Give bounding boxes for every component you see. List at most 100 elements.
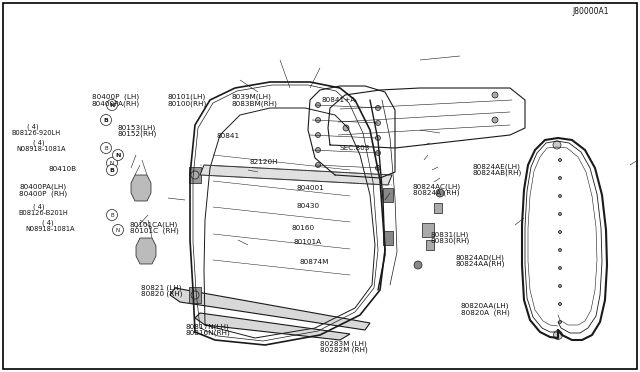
Circle shape [559,158,561,161]
Circle shape [100,142,111,154]
Text: B: B [104,118,108,122]
Text: 80152(RH): 80152(RH) [117,131,156,137]
Circle shape [376,135,381,141]
Circle shape [376,106,381,110]
Text: 80824A (RH): 80824A (RH) [413,189,460,196]
Circle shape [492,117,498,123]
Bar [434,203,442,213]
Circle shape [559,176,561,180]
Text: ( 4): ( 4) [33,203,45,210]
Text: 80816N(RH): 80816N(RH) [186,330,230,336]
Text: 80282M (RH): 80282M (RH) [320,346,368,353]
Text: 80100(RH): 80100(RH) [168,100,207,107]
Text: 80283M (LH): 80283M (LH) [320,340,367,347]
Circle shape [100,115,111,125]
Circle shape [376,121,381,125]
Text: 80830(RH): 80830(RH) [430,238,469,244]
Polygon shape [200,165,392,185]
Text: 80817N(LH): 80817N(LH) [186,323,229,330]
Text: B08126-B201H: B08126-B201H [18,210,68,216]
Circle shape [113,150,124,160]
Circle shape [559,285,561,288]
Text: N: N [109,103,115,108]
Bar [189,167,201,183]
Text: 82120H: 82120H [250,159,278,165]
Text: 80400P  (LH): 80400P (LH) [92,94,139,100]
Circle shape [553,141,561,149]
Text: 80824AC(LH): 80824AC(LH) [413,183,461,190]
Text: SEC.803: SEC.803 [339,145,369,151]
Bar [383,188,393,202]
Polygon shape [170,288,370,330]
Text: N: N [110,160,114,166]
Text: 80410B: 80410B [48,166,76,172]
Text: ( 4): ( 4) [42,219,53,226]
Circle shape [559,248,561,251]
Text: N08918-1081A: N08918-1081A [16,146,65,152]
Text: 80821 (LH): 80821 (LH) [141,284,181,291]
Circle shape [554,330,563,340]
Text: J80000A1: J80000A1 [573,7,609,16]
Text: 80841+A: 80841+A [322,97,356,103]
Text: 8039M(LH): 8039M(LH) [232,94,271,100]
Text: 80400PA(LH): 80400PA(LH) [19,184,67,190]
Circle shape [106,209,118,221]
Text: B: B [110,212,114,218]
Bar [426,240,434,250]
Circle shape [106,99,118,110]
Polygon shape [131,175,151,201]
Circle shape [316,132,321,138]
Circle shape [113,224,124,235]
Text: 80824AE(LH): 80824AE(LH) [472,163,520,170]
Text: N: N [115,153,121,157]
Text: 80824AA(RH): 80824AA(RH) [456,261,505,267]
Bar [383,231,393,245]
Circle shape [376,166,381,170]
Text: 804001: 804001 [297,185,324,191]
Text: 80820A  (RH): 80820A (RH) [461,309,509,316]
Circle shape [191,171,199,179]
Text: 80831(LH): 80831(LH) [430,231,468,238]
Circle shape [559,195,561,198]
Text: 80874M: 80874M [300,259,329,265]
Circle shape [343,125,349,131]
Text: B: B [109,167,115,173]
Circle shape [559,231,561,234]
Circle shape [559,212,561,215]
Circle shape [559,266,561,269]
Text: 80820 (RH): 80820 (RH) [141,291,182,297]
Text: 80400P  (RH): 80400P (RH) [19,190,67,197]
Polygon shape [195,313,350,340]
Text: N: N [116,228,120,232]
Text: 80820AA(LH): 80820AA(LH) [461,303,509,310]
Text: 80400PA(RH): 80400PA(RH) [92,100,140,107]
Text: 80430: 80430 [297,203,320,209]
Circle shape [492,92,498,98]
Polygon shape [136,238,156,264]
Text: ( 4): ( 4) [27,124,38,130]
Text: B: B [104,145,108,151]
Text: ( 4): ( 4) [33,139,45,146]
Text: 80153(LH): 80153(LH) [117,124,156,131]
Bar [422,223,434,237]
Circle shape [316,103,321,108]
Text: 80160: 80160 [291,225,314,231]
Text: 80841: 80841 [216,133,239,139]
Text: B08126-920LH: B08126-920LH [12,130,61,136]
Circle shape [106,164,118,176]
Text: 80101A: 80101A [293,239,321,245]
Text: N08918-1081A: N08918-1081A [26,226,75,232]
Circle shape [436,189,444,197]
Circle shape [559,321,561,324]
Text: 80101(LH): 80101(LH) [168,94,206,100]
Circle shape [376,151,381,155]
Text: 80101CA(LH): 80101CA(LH) [130,221,178,228]
Bar [189,287,201,303]
Text: 80101C  (RH): 80101C (RH) [130,227,179,234]
Circle shape [106,157,118,169]
Text: 80824AB(RH): 80824AB(RH) [472,170,522,176]
Text: 8083BM(RH): 8083BM(RH) [232,100,278,107]
Circle shape [414,261,422,269]
Circle shape [316,163,321,167]
Circle shape [316,148,321,153]
